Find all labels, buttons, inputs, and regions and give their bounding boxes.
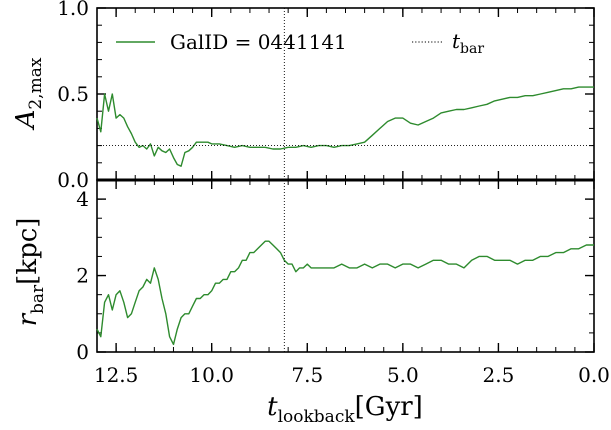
x-tick-label: 12.5 [94, 363, 139, 387]
legend-tbar-label: tbar [452, 29, 484, 57]
x-tick-label: 5.0 [387, 363, 419, 387]
bottom-y-axis-label: rbar[kpc] [13, 218, 48, 327]
y-tick-label: 0.0 [57, 168, 89, 192]
x-tick-label: 2.5 [483, 363, 515, 387]
series-line [96, 86, 594, 167]
series-line [96, 240, 594, 346]
y-tick-label: 0 [76, 340, 89, 364]
bottom-y-axis-label-text: rbar[kpc] [13, 218, 48, 327]
legend-tbar-label-sub: bar [460, 41, 484, 57]
bottom-y-ticks: 0 2 4 [76, 179, 594, 364]
x-tick-label: 0.0 [578, 363, 610, 387]
legend: GalID = 0441141 tbar [116, 29, 484, 57]
bottom-series [96, 180, 594, 352]
x-tick-label: 7.5 [291, 363, 323, 387]
y-tick-label: 0.5 [57, 82, 89, 106]
x-axis-label: tlookback[Gyr] [267, 392, 423, 427]
y-tick-label: 1.0 [57, 0, 89, 20]
y-tick-label: 4 [76, 187, 89, 211]
top-y-ticks: 0.0 0.5 1.0 [57, 0, 594, 192]
y-tick-label: 2 [76, 264, 89, 288]
legend-series-label: GalID = 0441141 [170, 30, 347, 54]
x-tick-label: 10.0 [189, 363, 234, 387]
top-y-axis-label-text: A2,max [11, 57, 46, 130]
bottom-panel: 0 2 4 12.5 10.0 7.5 5.0 2.5 0.0 rbar[kpc] tlook… [13, 178, 610, 427]
top-panel: 0.0 0.5 1.0 A2,max GalID = 0441141 tbar [11, 0, 595, 192]
top-y-axis-label: A2,max [11, 57, 46, 130]
x-axis-label-text: tlookback[Gyr] [267, 392, 423, 427]
top-series [96, 8, 594, 180]
bottom-x-ticks: 12.5 10.0 7.5 5.0 2.5 0.0 [94, 180, 610, 387]
legend-tbar-label-main: t [452, 29, 461, 53]
